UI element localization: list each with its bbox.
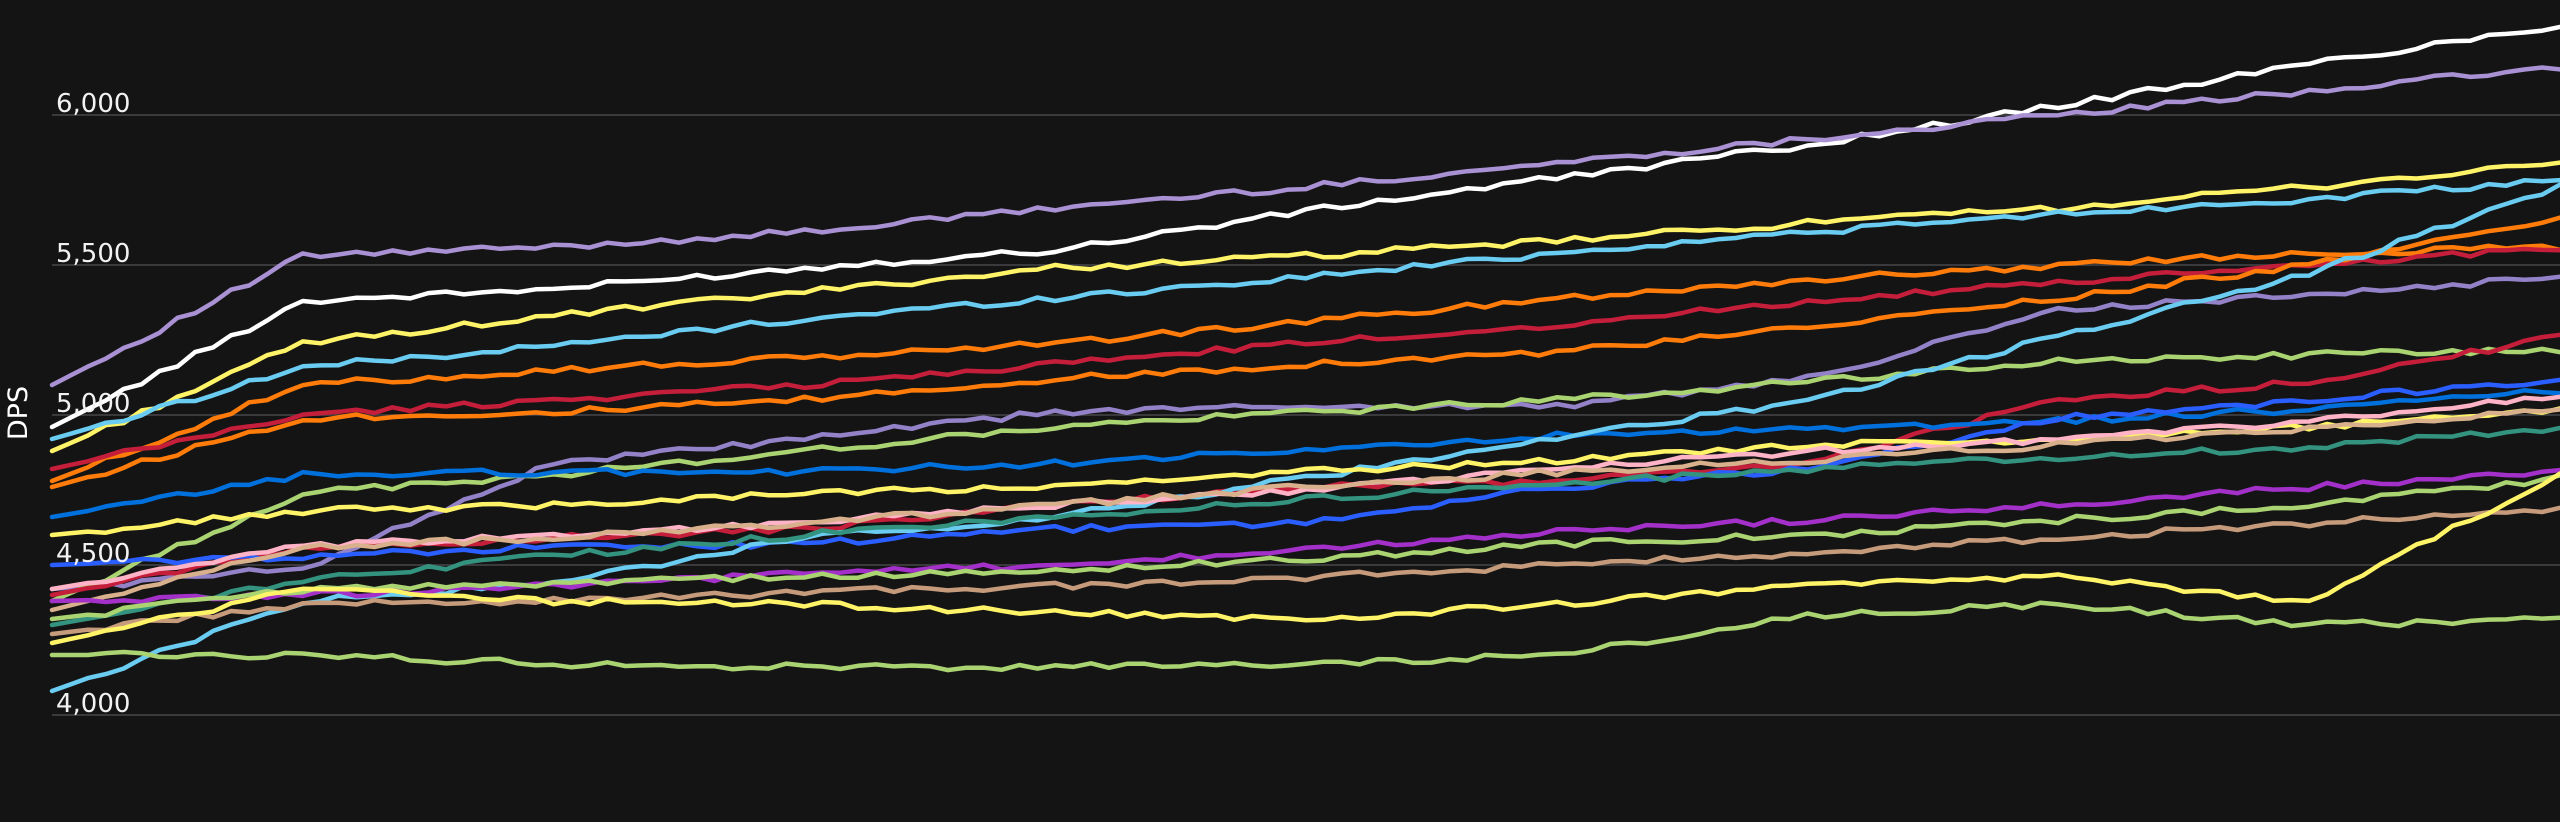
series-line-11	[49, 388, 2560, 520]
series-line-18	[49, 467, 2560, 605]
series-line-20	[49, 505, 2560, 637]
series-line-12	[49, 377, 2560, 568]
series-line-5	[49, 243, 2560, 484]
series-line-19	[49, 473, 2560, 622]
series-line-2	[49, 65, 2560, 388]
series-line-8	[49, 274, 2560, 592]
series-line-6	[49, 246, 2560, 472]
series-line-7	[49, 215, 2560, 490]
series-line-21	[49, 471, 2560, 646]
series-line-16	[49, 407, 2560, 613]
y-tick-label-5000: 5,000	[56, 389, 130, 419]
y-axis-title: DPS	[3, 386, 34, 440]
series-line-4	[49, 177, 2560, 442]
y-tick-label-4000: 4,000	[56, 689, 130, 719]
y-tick-label-4500: 4,500	[56, 539, 130, 569]
y-tick-label-5500: 5,500	[56, 239, 130, 269]
series-line-9	[49, 346, 2560, 604]
series-line-3	[49, 160, 2560, 454]
series-line-15	[49, 394, 2560, 592]
series-line-22	[49, 600, 2560, 673]
series-line-1	[49, 24, 2560, 430]
y-tick-labels: 4,000 4,500 5,000 5,500 6,000	[56, 89, 130, 719]
series-lines	[49, 24, 2560, 694]
y-tick-label-6000: 6,000	[56, 89, 130, 119]
series-line-17	[49, 425, 2560, 628]
